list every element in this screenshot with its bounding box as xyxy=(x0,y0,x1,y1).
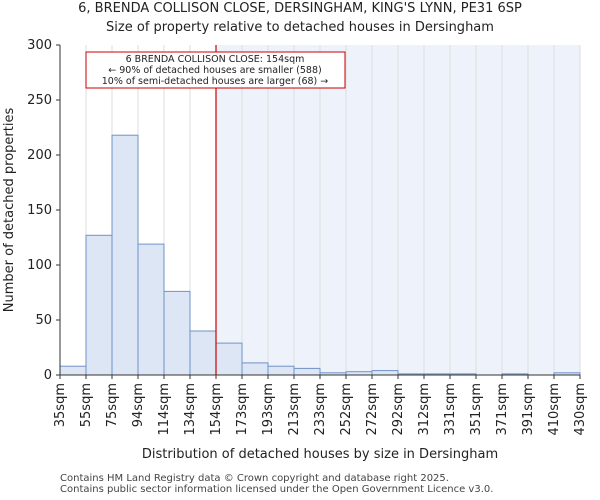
bar-55sqm xyxy=(85,234,113,376)
y-tick-label: 50 xyxy=(35,313,52,328)
y-tick-label: 250 xyxy=(27,93,52,108)
bar-173sqm xyxy=(241,362,269,376)
y-axis-label: Number of detached properties xyxy=(2,108,17,313)
x-tick-label: 351sqm xyxy=(469,383,484,436)
x-tick-label: 94sqm xyxy=(131,383,146,427)
bar-114sqm xyxy=(163,290,191,376)
x-tick-label: 233sqm xyxy=(313,383,328,436)
bar-75sqm xyxy=(111,134,139,376)
annotation-line-2: ← 90% of detached houses are smaller (58… xyxy=(108,65,321,76)
bar-154sqm xyxy=(215,342,243,376)
x-tick-label: 173sqm xyxy=(235,383,250,436)
x-tick-label: 75sqm xyxy=(105,383,120,427)
x-tick-label: 154sqm xyxy=(209,383,224,436)
bar-35sqm xyxy=(59,365,87,376)
bar-213sqm xyxy=(293,367,321,376)
x-tick-label: 292sqm xyxy=(391,383,406,436)
chart-subtitle: Size of property relative to detached ho… xyxy=(106,20,494,35)
y-tick-label: 300 xyxy=(27,38,52,53)
histogram-chart: 0 50 100 150 200 250 300 35sqm 55sqm 75sqm 94sqm 1… xyxy=(2,38,588,462)
x-tick-label: 331sqm xyxy=(443,383,458,436)
x-tick-label: 35sqm xyxy=(53,383,68,427)
x-tick-label: 252sqm xyxy=(339,383,354,436)
x-tick-label: 114sqm xyxy=(157,383,172,436)
annotation-line-3: 10% of semi-detached houses are larger (… xyxy=(102,76,329,87)
x-tick-label: 371sqm xyxy=(495,383,510,436)
x-tick-label: 430sqm xyxy=(573,383,588,436)
bar-272sqm xyxy=(371,370,399,376)
x-tick-label: 391sqm xyxy=(521,383,536,436)
x-tick-label: 312sqm xyxy=(417,383,432,436)
bar-94sqm xyxy=(137,243,165,376)
y-tick-label: 0 xyxy=(44,368,52,383)
x-tick-label: 193sqm xyxy=(261,383,276,436)
y-tick-label: 150 xyxy=(27,203,52,218)
bar-134sqm xyxy=(189,330,217,376)
x-tick-label: 55sqm xyxy=(79,383,94,427)
x-tick-label: 272sqm xyxy=(365,383,380,436)
y-tick-label: 200 xyxy=(27,148,52,163)
annotation-line-1: 6 BRENDA COLLISON CLOSE: 154sqm xyxy=(126,54,305,65)
x-tick-label: 410sqm xyxy=(547,383,562,436)
footer-licence: Contains public sector information licen… xyxy=(60,484,494,495)
y-tick-label: 100 xyxy=(27,258,52,273)
footer-copyright: Contains HM Land Registry data © Crown c… xyxy=(60,473,449,484)
x-tick-label: 134sqm xyxy=(183,383,198,436)
x-tick-label: 213sqm xyxy=(287,383,302,436)
bar-193sqm xyxy=(267,365,295,376)
chart-title: 6, BRENDA COLLISON CLOSE, DERSINGHAM, KI… xyxy=(78,1,522,16)
x-axis-label: Distribution of detached houses by size … xyxy=(142,447,498,462)
annotation-box: 6 BRENDA COLLISON CLOSE: 154sqm ← 90% of… xyxy=(85,51,346,89)
